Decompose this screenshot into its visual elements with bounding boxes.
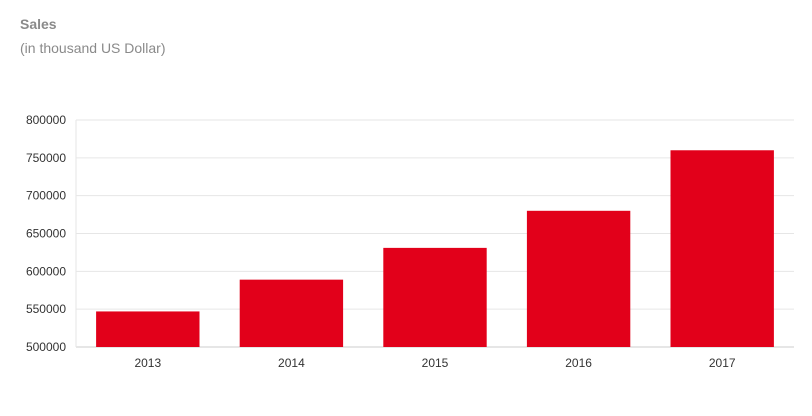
y-tick-label: 550000 [26, 302, 66, 316]
chart-title: Sales [20, 16, 57, 32]
x-tick-label: 2017 [709, 356, 736, 370]
y-tick-label: 650000 [26, 227, 66, 241]
y-tick-label: 700000 [26, 189, 66, 203]
y-tick-label: 600000 [26, 264, 66, 278]
bar-2015 [383, 247, 487, 347]
x-tick-label: 2013 [134, 356, 161, 370]
y-tick-label: 500000 [26, 340, 66, 354]
bar-2014 [239, 279, 344, 347]
x-tick-label: 2014 [278, 356, 305, 370]
x-tick-label: 2016 [565, 356, 592, 370]
chart-subtitle: (in thousand US Dollar) [20, 40, 166, 56]
y-tick-label: 800000 [26, 113, 66, 127]
bar-2013 [96, 311, 200, 347]
bars [96, 150, 774, 347]
bar-2016 [526, 210, 631, 347]
x-tick-label: 2015 [422, 356, 449, 370]
x-axis-tick-labels: 2013 2014 2015 2016 2017 [134, 356, 735, 370]
bar-2017 [670, 150, 774, 347]
y-tick-label: 750000 [26, 151, 66, 165]
y-axis-tick-labels: 500000 550000 600000 650000 700000 750000 8000… [26, 113, 66, 354]
